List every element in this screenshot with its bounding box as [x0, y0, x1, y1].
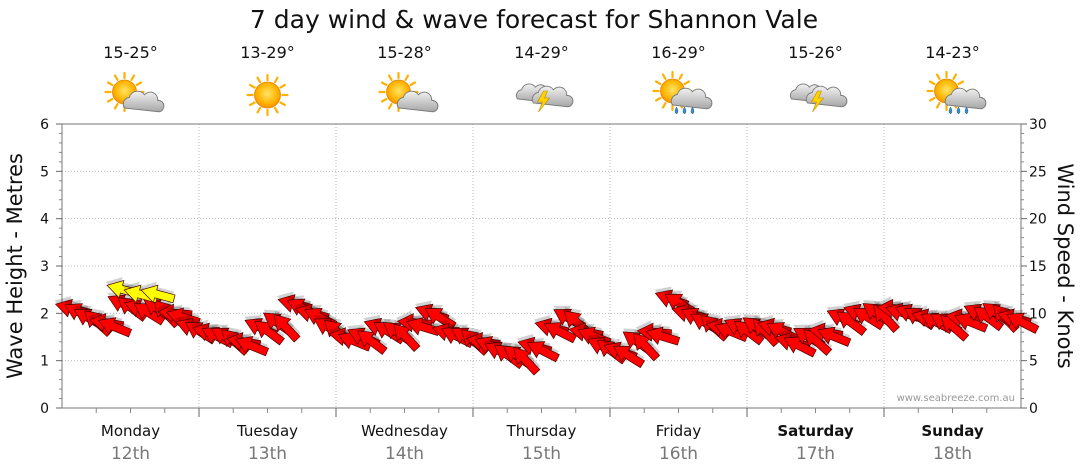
- temperature-label: 15-25°: [103, 43, 158, 62]
- y-axis-left: 0 1 2 3 4 5 6: [40, 117, 62, 417]
- day-label: Saturday: [777, 422, 854, 440]
- grid: [62, 123, 1021, 408]
- gust-series: [105, 277, 176, 304]
- day-label: Wednesday: [361, 422, 448, 440]
- credit-text: www.seabreeze.com.au: [897, 393, 1015, 404]
- wind-arrow: [273, 310, 301, 343]
- y-left-tick-label: 6: [40, 117, 49, 133]
- date-label: 13th: [248, 444, 287, 464]
- y-right-tick-label: 15: [1029, 259, 1047, 275]
- y-right-tick-label: 30: [1029, 117, 1047, 133]
- wind-arrow: [613, 342, 646, 369]
- temperature-label: 16-29°: [651, 43, 706, 62]
- temperature-label: 14-29°: [514, 43, 569, 62]
- y-right-tick-label: 25: [1029, 164, 1047, 180]
- y-right-tick-label: 5: [1029, 354, 1038, 370]
- y-left-tick-label: 2: [40, 306, 49, 322]
- temperature-label: 14-23°: [925, 43, 980, 62]
- y-right-tick-label: 0: [1029, 401, 1038, 417]
- temperature-row: 15-25° 13-29° 15-28° 14-29° 16-29° 15-26° 14-2…: [103, 43, 980, 62]
- day-label: Thursday: [506, 422, 577, 440]
- sun-cloud-icon: [104, 71, 165, 113]
- plot-frame: [61, 123, 1022, 409]
- day-label: Tuesday: [236, 422, 298, 440]
- wind-arrow: [526, 337, 560, 363]
- wind-arrow: [356, 327, 388, 355]
- y-right-tick-label: 10: [1029, 306, 1047, 322]
- date-label: 17th: [796, 444, 835, 464]
- wind-arrow: [633, 329, 661, 362]
- wind-arrow: [97, 314, 133, 338]
- wind-arrow: [393, 320, 421, 352]
- y-left-tick-label: 0: [40, 401, 49, 417]
- y-left-tick-label: 5: [40, 164, 49, 180]
- wind-arrow: [543, 318, 577, 344]
- day-label: Sunday: [921, 422, 984, 440]
- wind-series: [54, 286, 1040, 376]
- date-label: 14th: [385, 444, 424, 464]
- chart-title: 7 day wind & wave forecast for Shannon V…: [250, 5, 818, 34]
- wind-arrow: [234, 333, 270, 357]
- x-axis: Monday 12th Tuesday 13th Wednesday 14th Thursd…: [95, 408, 988, 464]
- date-label: 16th: [659, 444, 698, 464]
- wind-arrow: [254, 317, 285, 346]
- wind-arrow: [836, 308, 868, 337]
- date-label: 15th: [522, 444, 561, 464]
- y-left-tick-label: 1: [40, 354, 49, 370]
- date-label: 12th: [111, 444, 150, 464]
- weather-icon-row: [104, 70, 987, 117]
- y-left-tick-label: 4: [40, 212, 49, 228]
- y-axis-right: 0 5 10 15 20 25 30: [1021, 117, 1047, 417]
- y-left-tick-label: 3: [40, 259, 49, 275]
- day-label: Friday: [656, 422, 702, 440]
- sun-icon: [246, 73, 289, 117]
- sun-cloud-icon: [378, 71, 439, 113]
- day-label: Monday: [101, 422, 160, 440]
- temperature-label: 13-29°: [240, 43, 295, 62]
- sun-rain-icon: [652, 70, 713, 115]
- storm-icon: [515, 83, 574, 113]
- storm-icon: [789, 83, 848, 113]
- temperature-label: 15-26°: [788, 43, 843, 62]
- date-label: 18th: [933, 444, 972, 464]
- y-axis-right-label: Wind Speed - Knots: [1053, 163, 1077, 368]
- wind-arrow: [645, 323, 681, 346]
- sun-rain-icon: [926, 70, 987, 115]
- gust-arrow: [140, 281, 176, 304]
- y-right-tick-label: 20: [1029, 212, 1047, 228]
- wind-arrow: [1006, 309, 1040, 334]
- wind-arrow: [783, 333, 817, 358]
- wind-arrow: [405, 314, 441, 337]
- temperature-label: 15-28°: [377, 43, 432, 62]
- wind-arrow: [954, 309, 989, 333]
- y-axis-left-label: Wave Height - Metres: [3, 153, 27, 379]
- wind-arrow: [817, 323, 852, 347]
- wind-arrow: [513, 343, 541, 376]
